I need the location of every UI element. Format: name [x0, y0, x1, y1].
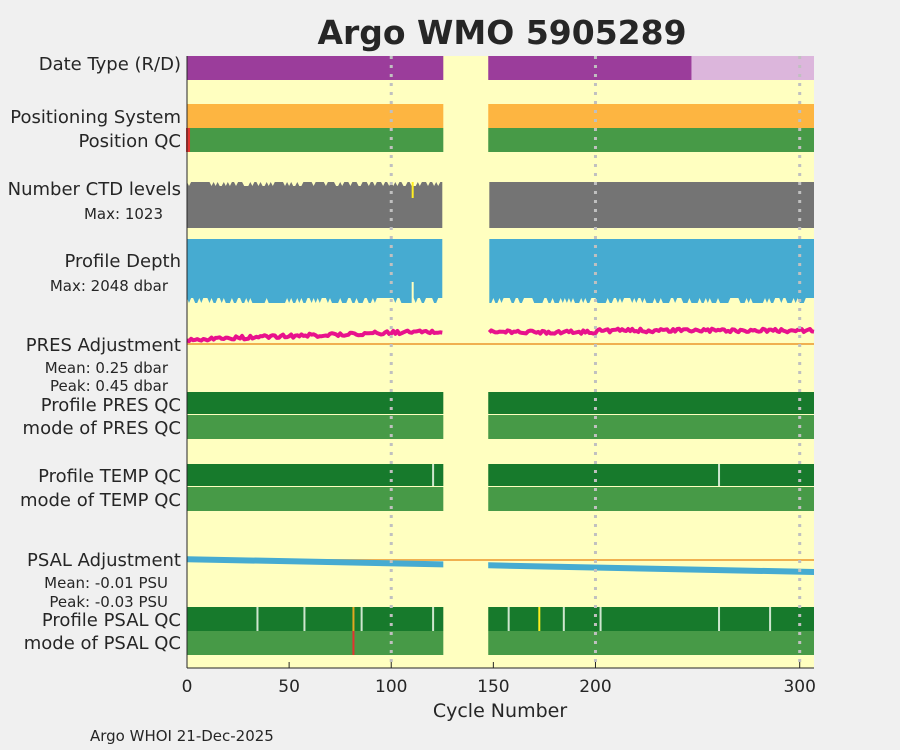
x-axis: 0 50 100 150 200 300	[182, 56, 816, 697]
temp-qc-bar-seg-1	[488, 464, 814, 486]
psal-qc-mark-4	[432, 607, 435, 631]
positioning-bar-seg-0	[187, 104, 444, 128]
label-pres-qc: Profile PRES QC	[41, 395, 181, 416]
psal-adjustment-band-0	[187, 556, 444, 568]
label-psal-qc: Profile PSAL QC	[42, 610, 181, 631]
psal-qc-mark-8	[599, 607, 602, 631]
temp-qc-mark-1	[718, 464, 721, 486]
label-positioning-system: Positioning System	[10, 107, 181, 128]
label-psal-mean: Mean: -0.01 PSU	[44, 574, 168, 592]
temp-mode-bar-seg-0	[187, 487, 444, 511]
pres-mode-bar-seg-0	[187, 415, 444, 439]
psal-qc-mark-1	[303, 607, 306, 631]
ctd-levels-area-0	[187, 182, 443, 228]
psal-qc-mark-5	[507, 607, 510, 631]
label-position-qc: Position QC	[78, 131, 181, 152]
position-qc-bar-seg-1	[488, 128, 814, 152]
label-psal-peak: Peak: -0.03 PSU	[49, 593, 168, 611]
x-tick-label-0: 0	[182, 677, 193, 697]
pres-mode-bar-seg-1	[488, 415, 814, 439]
psal-qc-mark-0	[256, 607, 259, 631]
label-profile-depth: Profile Depth	[64, 251, 181, 272]
temp-qc-mark-0	[432, 464, 435, 486]
label-temp-qc: Profile TEMP QC	[38, 466, 181, 487]
psal-qc-bar-seg-1	[488, 607, 814, 631]
x-tick-label-2: 100	[375, 677, 407, 697]
footer-text: Argo WHOI 21-Dec-2025	[90, 727, 274, 745]
psal-mode-mark-0	[352, 631, 355, 655]
ctd-levels-area-1	[489, 182, 814, 228]
date-type-bar-seg-0	[187, 56, 444, 80]
x-tick-label-4: 200	[579, 677, 611, 697]
label-depth-max: Max: 2048 dbar	[50, 277, 169, 295]
position-qc-bar-seg-0	[187, 128, 444, 152]
psal-qc-mark-7	[562, 607, 565, 631]
psal-qc-bar-seg-0	[187, 607, 444, 631]
pres-qc-bar-seg-1	[488, 392, 814, 414]
label-pres-mode: mode of PRES QC	[23, 418, 181, 439]
x-tick-label-3: 150	[477, 677, 509, 697]
psal-qc-mark-2	[352, 607, 355, 631]
psal-qc-mark-10	[769, 607, 772, 631]
timeline-bars	[186, 56, 815, 655]
chart-title: Argo WMO 5905289	[317, 13, 686, 52]
position-qc-flag-0	[186, 128, 191, 152]
psal-mode-bar-seg-1	[488, 631, 814, 655]
label-psal-adjustment: PSAL Adjustment	[27, 550, 181, 571]
label-pres-mean: Mean: 0.25 dbar	[45, 359, 169, 377]
label-ctd-levels: Number CTD levels	[8, 179, 181, 200]
label-psal-mode: mode of PSAL QC	[24, 633, 181, 654]
profile-depth-area-0	[187, 239, 443, 303]
x-tick-label-1: 50	[278, 677, 300, 697]
x-axis-label: Cycle Number	[433, 700, 567, 722]
label-ctd-max: Max: 1023	[84, 205, 163, 223]
psal-qc-mark-9	[718, 607, 721, 631]
psal-mode-bar-seg-0	[187, 631, 444, 655]
ctd-levels-dip-0	[411, 182, 414, 198]
label-temp-mode: mode of TEMP QC	[20, 490, 181, 511]
label-date-type: Date Type (R/D)	[39, 54, 181, 75]
x-tick-label-5: 300	[783, 677, 815, 697]
profile-depth-dip-0	[411, 282, 414, 303]
psal-adjustment-band-1	[488, 562, 814, 575]
label-pres-peak: Peak: 0.45 dbar	[50, 377, 169, 395]
psal-qc-mark-3	[360, 607, 363, 631]
temp-qc-bar-seg-0	[187, 464, 444, 486]
grid-lines	[389, 56, 802, 668]
temp-mode-bar-seg-1	[488, 487, 814, 511]
psal-qc-mark-6	[538, 607, 541, 631]
label-pres-adjustment: PRES Adjustment	[26, 335, 181, 356]
positioning-bar-seg-1	[488, 104, 814, 128]
profile-depth-area-1	[489, 239, 814, 303]
pres-qc-bar-seg-0	[187, 392, 444, 414]
pres-adjustment-line-1	[487, 326, 815, 336]
date-type-delayed-bar	[691, 56, 814, 80]
pres-adjustment-line-0	[186, 328, 443, 344]
